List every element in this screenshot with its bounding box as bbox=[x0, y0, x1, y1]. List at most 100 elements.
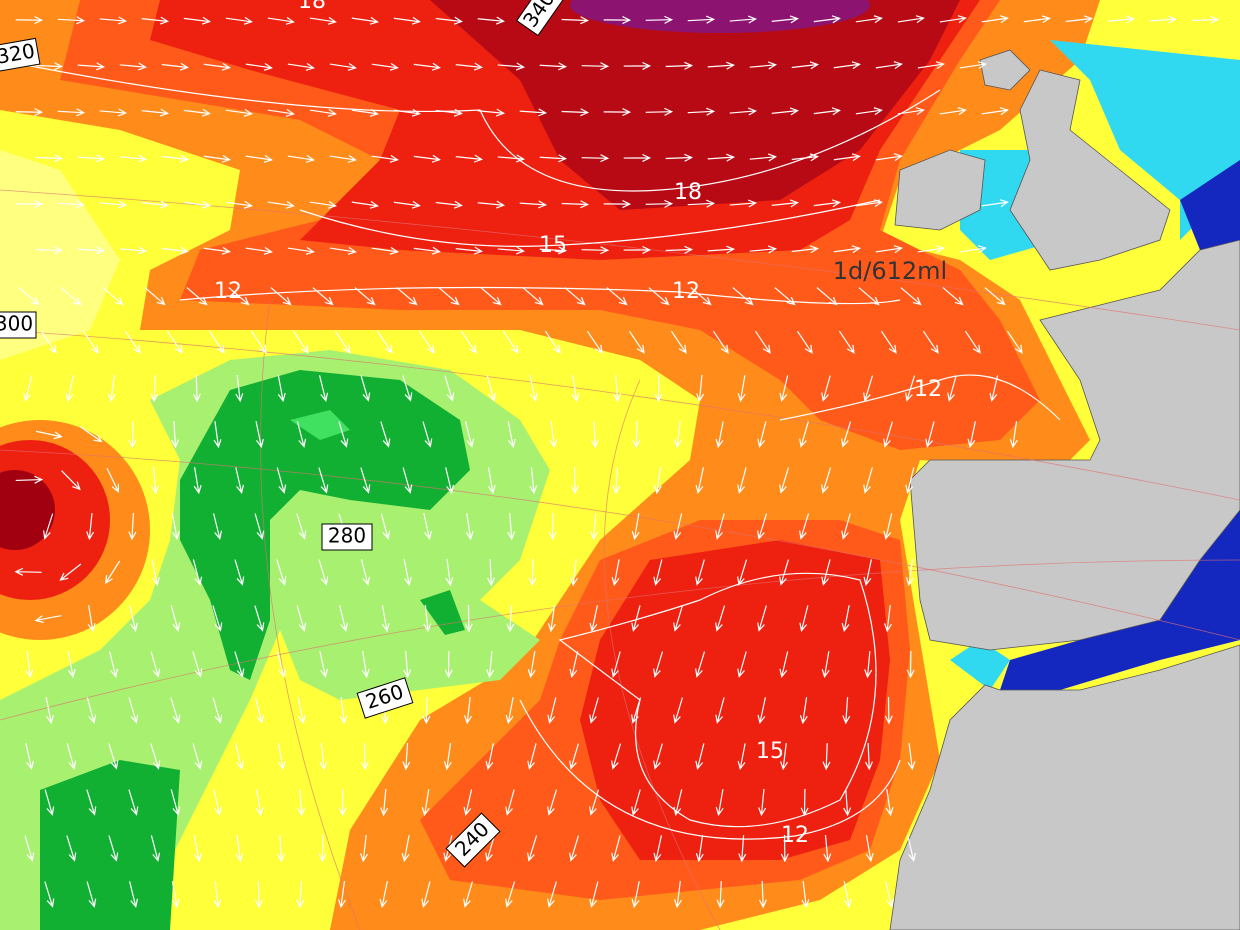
wind-arrow bbox=[754, 330, 771, 354]
wind-arrow bbox=[124, 330, 141, 354]
wind-arrow bbox=[821, 559, 831, 586]
wind-arrow bbox=[1149, 15, 1178, 24]
wind-arrow bbox=[863, 467, 873, 494]
wind-arrow bbox=[402, 375, 413, 402]
wind-arrow bbox=[729, 107, 758, 116]
wind-arrow bbox=[396, 287, 418, 306]
label-box bbox=[516, 0, 564, 37]
wind-arrow bbox=[841, 605, 850, 633]
wind-arrow bbox=[61, 470, 81, 491]
wind-arrow bbox=[715, 605, 726, 632]
wind-arrow bbox=[695, 743, 705, 770]
wind-arrow bbox=[44, 881, 55, 908]
wind-arrow bbox=[758, 789, 767, 817]
wind-arrow bbox=[821, 375, 831, 402]
wind-arrow bbox=[833, 61, 861, 70]
wind-arrow bbox=[267, 16, 295, 25]
wind-arrow bbox=[737, 467, 747, 494]
wind-arrow bbox=[203, 154, 231, 163]
wind-arrow bbox=[833, 245, 861, 254]
wind-arrow bbox=[732, 287, 754, 306]
wind-arrow bbox=[486, 558, 495, 587]
wind-arrow bbox=[799, 513, 810, 540]
wind-arrow bbox=[855, 15, 883, 24]
wind-arrow bbox=[107, 375, 116, 403]
wind-arrow bbox=[497, 62, 526, 71]
wind-arrow bbox=[612, 466, 621, 495]
wind-arrow bbox=[673, 697, 684, 724]
wind-arrow bbox=[897, 107, 925, 116]
wind-arrow bbox=[15, 200, 44, 209]
wind-arrow bbox=[581, 246, 610, 255]
wind-arrow bbox=[329, 154, 357, 163]
wind-arrow bbox=[632, 420, 641, 449]
wind-arrow bbox=[843, 788, 852, 817]
wind-arrow bbox=[203, 62, 231, 71]
wind-arrow bbox=[254, 513, 265, 540]
wind-arrow bbox=[40, 330, 57, 354]
wind-arrow bbox=[884, 696, 893, 725]
contour-label: 12 bbox=[914, 377, 942, 402]
wind-arrow bbox=[421, 881, 431, 908]
wind-arrow bbox=[254, 880, 263, 909]
wind-arrow bbox=[505, 697, 514, 725]
wind-arrow bbox=[318, 834, 327, 863]
wind-arrow bbox=[444, 650, 453, 679]
wind-arrow bbox=[423, 605, 432, 633]
wind-arrow bbox=[255, 789, 264, 817]
wind-arrow bbox=[435, 108, 463, 117]
wind-arrow bbox=[569, 651, 579, 679]
wind-arrow bbox=[109, 651, 119, 678]
wind-arrow bbox=[749, 153, 778, 162]
wind-arrow bbox=[716, 880, 725, 909]
wind-arrow bbox=[841, 513, 851, 540]
wind-arrow bbox=[150, 374, 159, 403]
wind-arrow bbox=[527, 651, 536, 679]
wind-arrow bbox=[234, 651, 245, 678]
wind-arrow bbox=[267, 108, 295, 117]
wind-arrow bbox=[443, 743, 452, 771]
contour-label: 15 bbox=[539, 233, 567, 258]
wind-arrow bbox=[477, 200, 506, 209]
wind-arrow bbox=[757, 513, 768, 540]
wind-arrow bbox=[863, 375, 874, 402]
wind-arrow bbox=[445, 559, 454, 587]
wind-arrow bbox=[623, 61, 652, 70]
wind-arrow bbox=[855, 107, 883, 116]
wind-arrow bbox=[141, 16, 169, 25]
wind-arrow bbox=[603, 16, 632, 25]
wind-arrow bbox=[758, 880, 767, 909]
wind-arrow bbox=[292, 330, 309, 354]
wind-arrow bbox=[757, 605, 767, 632]
wind-arrow bbox=[371, 62, 399, 71]
wind-arrow bbox=[900, 287, 922, 306]
wind-arrow bbox=[438, 287, 460, 306]
wind-arrow bbox=[673, 421, 682, 449]
wind-arrow bbox=[959, 61, 987, 70]
wind-arrow bbox=[780, 834, 789, 863]
wind-arrow bbox=[277, 375, 286, 403]
wind-arrow bbox=[354, 287, 376, 306]
wind-arrow bbox=[799, 697, 808, 725]
wind-arrow bbox=[309, 108, 337, 117]
wind-arrow bbox=[507, 421, 516, 449]
sea-dark-blob bbox=[0, 470, 55, 550]
wind-arrow bbox=[843, 881, 852, 909]
wind-arrow bbox=[351, 108, 379, 117]
wind-arrow bbox=[497, 154, 526, 163]
wind-arrow bbox=[774, 287, 796, 306]
wind-arrow bbox=[875, 61, 903, 70]
wind-arrow bbox=[823, 835, 832, 863]
wind-arrow bbox=[228, 287, 250, 306]
wind-arrow bbox=[15, 475, 44, 484]
wind-arrow bbox=[589, 789, 600, 816]
wind-arrow bbox=[235, 835, 244, 863]
wind-arrow bbox=[287, 246, 315, 255]
wind-arrow bbox=[771, 199, 799, 208]
wind-arrow bbox=[329, 62, 357, 71]
wind-arrow bbox=[611, 651, 621, 678]
wind-arrow bbox=[360, 835, 369, 863]
wind-arrow bbox=[254, 605, 265, 632]
wind-arrow bbox=[791, 61, 819, 70]
wind-arrow bbox=[128, 512, 137, 541]
